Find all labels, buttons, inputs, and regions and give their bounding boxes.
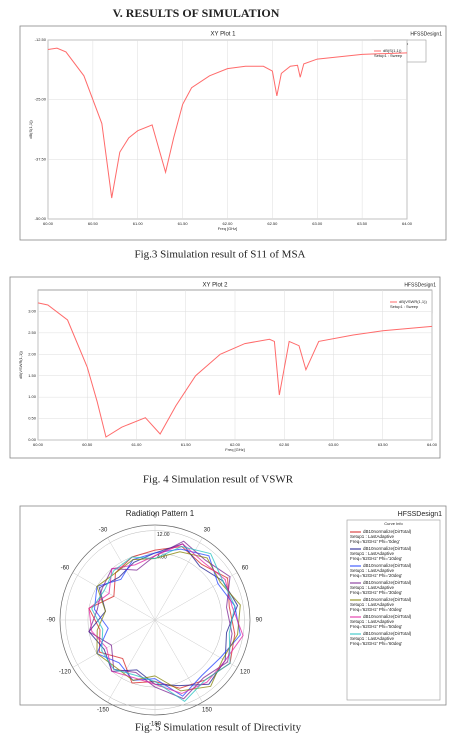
- theta-tick-label: 90: [256, 618, 263, 624]
- chart-title: XY Plot 1: [211, 32, 237, 38]
- x-tick-label: 60.50: [82, 442, 93, 447]
- project-name: HFSSDesign1: [398, 511, 442, 518]
- y-tick-label: 0.50: [28, 416, 37, 421]
- chart-title: Radiation Pattern 1: [126, 509, 195, 518]
- theta-tick-label: -90: [47, 618, 56, 624]
- polar-spoke: [154, 537, 203, 621]
- legend-setup: Setup1 : LastAdaptive: [350, 602, 395, 607]
- theta-tick-label: 30: [204, 528, 211, 534]
- legend-label: dB(VSWR(1,1)): [399, 299, 427, 304]
- legend-label: dB10normalize(DirTotal): [363, 546, 412, 551]
- legend-params: Freq='62GHz' Phi='20deg': [350, 573, 402, 578]
- x-tick-label: 63.50: [378, 442, 389, 447]
- pattern-series: [91, 545, 236, 703]
- line-series: [37, 302, 433, 438]
- x-tick-label: 62.50: [279, 442, 290, 447]
- y-tick-label: -12.50: [35, 37, 47, 42]
- legend-label: dB10normalize(DirTotal): [363, 631, 412, 636]
- theta-tick-label: -60: [61, 566, 70, 572]
- pattern-series: [88, 543, 244, 695]
- chart-title: XY Plot 2: [203, 283, 229, 289]
- polar-spoke: [154, 572, 238, 621]
- x-tick-label: 64.00: [427, 442, 438, 447]
- legend-params: Freq='62GHz' Phi='50deg': [350, 624, 402, 629]
- y-tick-label: 2.00: [28, 351, 37, 356]
- legend-setup: Setup1 : LastAdaptive: [350, 636, 395, 641]
- legend-setup: Setup1 : LastAdaptive: [350, 534, 395, 539]
- legend-title: Curve Info: [384, 521, 403, 526]
- x-tick-label: 63.00: [312, 221, 323, 226]
- theta-tick-label: -150: [97, 708, 110, 714]
- theta-tick-label: 60: [242, 566, 249, 572]
- polar-spoke: [107, 619, 156, 703]
- x-tick-label: 61.00: [131, 442, 142, 447]
- x-tick-label: 60.00: [33, 442, 44, 447]
- project-name: HFSSDesign1: [404, 282, 436, 288]
- legend-label: dB10normalize(DirTotal): [363, 614, 412, 619]
- x-tick-label: 60.00: [43, 221, 54, 226]
- project-name: HFSSDesign1: [410, 31, 442, 37]
- legend-label: dB(S(1,1)): [383, 48, 402, 53]
- line-series: [47, 47, 408, 199]
- legend-params: Freq='62GHz' Phi='60deg': [350, 641, 402, 646]
- legend-label: dB10normalize(DirTotal): [363, 563, 412, 568]
- y-tick-label: 2.50: [28, 330, 37, 335]
- y-axis-label: dB(VSWR(1,1)): [18, 350, 23, 378]
- legend-params: Freq='62GHz' Phi='30deg': [350, 590, 402, 595]
- polar-spoke: [154, 619, 238, 668]
- legend-params: Freq='62GHz' Phi='40deg': [350, 607, 402, 612]
- x-axis-label: Freq [GHz]: [218, 226, 238, 231]
- legend-params: Freq='62GHz' Phi='0deg': [350, 539, 400, 544]
- x-tick-label: 61.00: [133, 221, 144, 226]
- y-tick-label: 3.00: [28, 308, 37, 313]
- theta-tick-label: -120: [59, 670, 72, 676]
- y-axis-label: dB(S(1,1)): [28, 120, 33, 139]
- legend-setup: Setup1 : Sweep: [390, 304, 419, 309]
- theta-tick-label: 120: [240, 670, 251, 676]
- section-heading: V. RESULTS OF SIMULATION: [113, 6, 280, 20]
- x-tick-label: 62.50: [267, 221, 278, 226]
- x-axis-label: Freq [GHz]: [225, 447, 245, 452]
- polar-spoke: [72, 619, 156, 668]
- x-tick-label: 62.00: [230, 442, 241, 447]
- legend-setup: Setup1 : LastAdaptive: [350, 568, 395, 573]
- x-tick-label: 63.50: [357, 221, 368, 226]
- legend-params: Freq='62GHz' Phi='10deg': [350, 556, 402, 561]
- legend-setup: Setup1 : LastAdaptive: [350, 619, 395, 624]
- y-tick-label: 0.00: [28, 437, 37, 442]
- figure-caption: Fig. 4 Simulation result of VSWR: [143, 474, 294, 486]
- legend-label: dB10normalize(DirTotal): [363, 580, 412, 585]
- y-tick-label: 1.00: [28, 394, 37, 399]
- figure-caption: Fig.3 Simulation result of S11 of MSA: [134, 249, 305, 261]
- legend-label: dB10normalize(DirTotal): [363, 529, 412, 534]
- theta-tick-label: -180: [149, 722, 162, 728]
- legend-label: dB10normalize(DirTotal): [363, 597, 412, 602]
- legend-setup: Setup1 : LastAdaptive: [350, 585, 395, 590]
- x-tick-label: 61.50: [178, 221, 189, 226]
- figure-caption: Fig. 5 Simulation result of Directivity: [135, 722, 302, 734]
- y-tick-label: -37.50: [35, 156, 47, 161]
- theta-tick-label: 0: [153, 514, 157, 520]
- r-tick-label: 12.00: [157, 532, 170, 538]
- theta-tick-label: 150: [202, 708, 213, 714]
- polar-spoke: [107, 537, 156, 621]
- r-tick-label: 4.00: [157, 554, 167, 560]
- y-tick-label: 1.50: [28, 373, 37, 378]
- theta-tick-label: -30: [99, 528, 108, 534]
- legend-setup: Setup1 : Sweep: [374, 53, 403, 58]
- y-tick-label: -25.00: [35, 97, 47, 102]
- y-tick-label: -50.00: [35, 216, 47, 221]
- legend-box: [346, 519, 441, 701]
- x-tick-label: 61.50: [181, 442, 192, 447]
- x-tick-label: 64.00: [402, 221, 413, 226]
- x-tick-label: 63.00: [328, 442, 339, 447]
- x-tick-label: 60.50: [88, 221, 99, 226]
- x-tick-label: 62.00: [222, 221, 233, 226]
- legend-setup: Setup1 : LastAdaptive: [350, 551, 395, 556]
